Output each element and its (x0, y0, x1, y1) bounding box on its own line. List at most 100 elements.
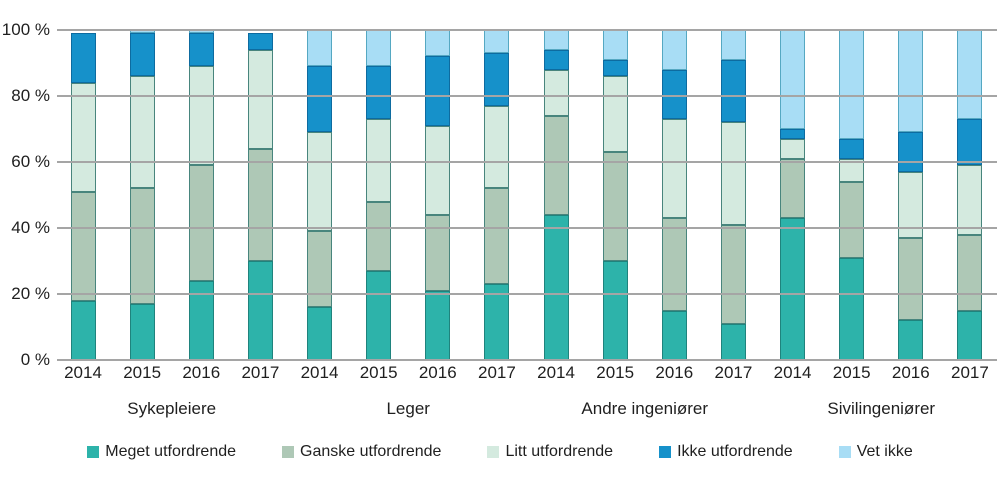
x-tick-label: 2017 (477, 363, 516, 382)
bar-segment-ganske-utfordrende (366, 201, 392, 271)
y-axis-tick-label: 80 % (11, 86, 50, 105)
bar-segment-meget-utfordrende (366, 270, 392, 360)
bar-andre-ingeniører-2015 (602, 30, 628, 360)
bar-segment-litt-utfordrende (957, 165, 983, 235)
bar-segment-vet-ikke (720, 30, 746, 60)
bar-segment-meget-utfordrende (129, 303, 155, 360)
bar-segment-ganske-utfordrende (602, 152, 628, 261)
plot-area (0, 29, 1000, 361)
bar-segment-vet-ikke (898, 30, 924, 133)
x-tick-label: 2017 (241, 363, 280, 382)
bar-segment-ganske-utfordrende (129, 188, 155, 304)
bar-segment-meget-utfordrende (661, 310, 687, 360)
gridline-20 (57, 293, 997, 295)
bar-segment-meget-utfordrende (425, 290, 451, 360)
legend-item-meget-utfordrende: Meget utfordrende (87, 443, 236, 461)
group-label-sivilingeniører: Sivilingeniører (827, 399, 936, 418)
bar-segment-ikke-utfordrende (661, 69, 687, 120)
bar-segment-litt-utfordrende (602, 76, 628, 153)
bar-segment-meget-utfordrende (780, 218, 806, 360)
bar-sykepleiere-2014 (70, 33, 96, 360)
bar-segment-litt-utfordrende (839, 158, 865, 182)
legend-item-vet-ikke: Vet ikke (838, 443, 913, 461)
legend-item-ganske-utfordrende: Ganske utfordrende (282, 443, 441, 461)
legend-swatch (87, 446, 100, 458)
bar-segment-ganske-utfordrende (70, 191, 96, 301)
bar-segment-ganske-utfordrende (307, 231, 333, 308)
bar-andre-ingeniører-2017 (720, 30, 746, 360)
bar-sivilingeniører-2016 (898, 30, 924, 360)
bar-segment-ikke-utfordrende (484, 53, 510, 106)
bar-sivilingeniører-2015 (839, 30, 865, 360)
legend-label: Ganske utfordrende (300, 443, 442, 460)
y-axis-tick-label: 100 % (1, 20, 50, 39)
legend-label: Vet ikke (856, 443, 913, 460)
x-tick-label: 2014 (300, 363, 339, 382)
bar-segment-ikke-utfordrende (780, 129, 806, 139)
bar-segment-meget-utfordrende (247, 261, 273, 360)
legend: Meget utfordrende Ganske utfordrende Litt … (0, 443, 1000, 461)
legend-label: Ikke utfordrende (677, 443, 793, 460)
legend-swatch (487, 446, 500, 458)
bar-segment-vet-ikke (957, 30, 983, 120)
bar-segment-meget-utfordrende (70, 300, 96, 360)
legend-label: Meget utfordrende (105, 443, 237, 460)
x-tick-label: 2016 (891, 363, 930, 382)
bar-sykepleiere-2016 (188, 30, 214, 360)
bar-segment-litt-utfordrende (780, 138, 806, 159)
x-tick-label: 2015 (359, 363, 398, 382)
legend-swatch (659, 446, 672, 458)
bar-segment-meget-utfordrende (543, 214, 569, 360)
bar-segment-ikke-utfordrende (425, 56, 451, 126)
bar-segment-litt-utfordrende (70, 82, 96, 192)
bar-segment-ikke-utfordrende (366, 66, 392, 120)
bar-segment-litt-utfordrende (129, 76, 155, 189)
bar-segment-ikke-utfordrende (247, 33, 273, 50)
bar-segment-ganske-utfordrende (780, 158, 806, 219)
bar-segment-meget-utfordrende (898, 320, 924, 360)
x-tick-label: 2017 (714, 363, 753, 382)
gridline-40 (57, 227, 997, 229)
bar-segment-litt-utfordrende (366, 119, 392, 202)
bar-leger-2016 (425, 30, 451, 360)
gridline-0 (57, 359, 997, 361)
x-tick-label: 2016 (655, 363, 694, 382)
legend-label: Litt utfordrende (505, 443, 614, 460)
bar-segment-meget-utfordrende (484, 284, 510, 360)
y-axis-tick-label: 40 % (11, 218, 50, 237)
y-axis-tick-label: 20 % (11, 284, 50, 303)
bar-segment-ikke-utfordrende (543, 49, 569, 70)
bar-segment-vet-ikke (780, 30, 806, 130)
bar-segment-vet-ikke (484, 30, 510, 54)
bar-sivilingeniører-2017 (957, 30, 983, 360)
bar-segment-ikke-utfordrende (307, 66, 333, 133)
y-axis-tick-label: 60 % (11, 152, 50, 171)
x-tick-label: 2015 (596, 363, 635, 382)
bar-leger-2014 (307, 30, 333, 360)
group-label-sykepleiere: Sykepleiere (127, 399, 217, 418)
bar-segment-ganske-utfordrende (543, 115, 569, 215)
bar-segment-litt-utfordrende (188, 66, 214, 166)
bar-segment-ikke-utfordrende (602, 59, 628, 77)
bar-segment-ganske-utfordrende (188, 165, 214, 281)
legend-swatch (282, 446, 295, 458)
bar-segment-litt-utfordrende (307, 132, 333, 232)
gridline-100 (57, 29, 997, 31)
bar-leger-2017 (484, 30, 510, 360)
bar-segment-ganske-utfordrende (898, 237, 924, 321)
bar-segment-ikke-utfordrende (839, 138, 865, 159)
bar-segment-meget-utfordrende (307, 307, 333, 360)
bar-andre-ingeniører-2016 (661, 30, 687, 360)
bar-segment-vet-ikke (661, 30, 687, 70)
legend-swatch (838, 446, 851, 458)
gridline-80 (57, 95, 997, 97)
bar-segment-ikke-utfordrende (898, 132, 924, 172)
x-tick-label: 2016 (418, 363, 457, 382)
bar-segment-litt-utfordrende (661, 119, 687, 219)
bar-sykepleiere-2017 (247, 33, 273, 360)
bar-segment-litt-utfordrende (425, 125, 451, 215)
bar-segment-litt-utfordrende (543, 69, 569, 116)
bar-segment-meget-utfordrende (839, 257, 865, 360)
bar-segment-ganske-utfordrende (957, 234, 983, 311)
bar-segment-ganske-utfordrende (661, 218, 687, 311)
